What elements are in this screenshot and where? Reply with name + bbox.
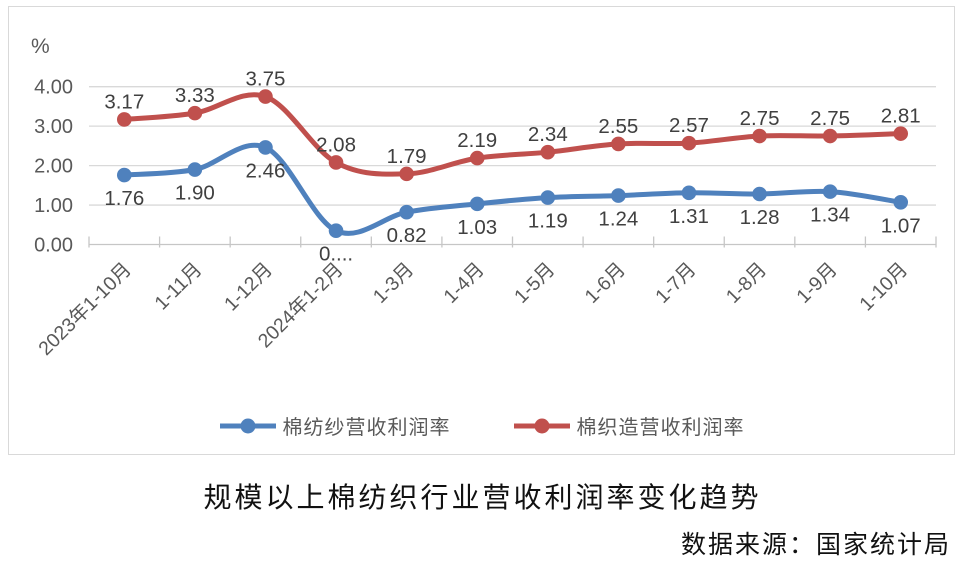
- data-point-label: 3.17: [104, 90, 144, 113]
- data-point-marker: [187, 162, 203, 177]
- x-axis-category-label: 1-11月: [150, 258, 206, 314]
- y-axis-tick-label: 3.00: [34, 116, 73, 138]
- data-point-marker: [258, 89, 273, 104]
- data-point-label: 1.79: [387, 145, 427, 168]
- data-point-marker: [116, 167, 132, 183]
- legend-swatch-blue-line-marker-icon: [219, 418, 276, 433]
- data-point-marker: [258, 140, 273, 155]
- data-point-marker: [116, 112, 132, 127]
- y-axis-unit-label: %: [31, 35, 50, 58]
- series-line-cotton-weaving: [121, 92, 904, 177]
- data-point-marker: [399, 166, 414, 182]
- data-point-label: 0.82: [387, 224, 427, 247]
- legend-label-cotton-weaving: 棉织造营收利润率: [576, 417, 745, 439]
- data-point-label: 2.75: [740, 107, 780, 130]
- data-point-label: 2.57: [669, 114, 709, 137]
- x-axis-category-label: 1-12月: [220, 258, 277, 315]
- x-axis-category-label: 1-6月: [581, 258, 630, 307]
- data-point-label: 2.46: [246, 159, 286, 182]
- legend-item-cotton-yarn: 棉纺纱营收利润率: [219, 411, 451, 440]
- data-point-label: 3.75: [246, 68, 286, 91]
- data-point-marker: [893, 194, 909, 210]
- x-axis-category-label: 2023年1-10月: [34, 258, 135, 359]
- data-point-label: 1.34: [810, 204, 850, 227]
- chart-frame: 0.00 1.00 2.00 3.00 4.00% 2023年1-10月 1-11月 1-12…: [8, 6, 955, 455]
- data-point-label: 2.08: [316, 133, 356, 156]
- chart-title: 规模以上棉纺织行业营收利润率变化趋势: [203, 483, 762, 514]
- data-point-marker: [893, 126, 909, 141]
- data-point-marker: [752, 128, 767, 144]
- data-point-label: 2.81: [881, 105, 921, 128]
- data-point-marker: [469, 196, 485, 212]
- y-axis-tick-label: 0.00: [34, 235, 73, 257]
- x-axis-category-label: 1-4月: [439, 258, 488, 307]
- data-point-label: 1.07: [881, 214, 921, 237]
- data-source-note: 数据来源：国家统计局: [680, 532, 951, 559]
- data-point-label: 1.90: [175, 182, 215, 205]
- data-point-marker: [822, 184, 838, 199]
- data-point-label: 1.19: [528, 210, 568, 233]
- data-point-label: 0....: [319, 243, 353, 266]
- x-axis-category-label: 1-9月: [792, 258, 841, 307]
- data-point-marker: [681, 185, 697, 201]
- data-point-marker: [469, 150, 485, 166]
- series-line-cotton-yarn: [121, 142, 904, 236]
- y-axis-tick-label: 1.00: [34, 195, 73, 217]
- y-axis-tick-label: 4.00: [34, 77, 73, 99]
- x-axis-category-label: 1-5月: [510, 258, 559, 307]
- data-point-label: 1.76: [104, 187, 144, 210]
- data-point-label: 1.28: [740, 206, 780, 229]
- data-point-label: 2.34: [528, 123, 568, 146]
- data-point-marker: [681, 135, 697, 151]
- data-point-label: 2.55: [598, 115, 638, 138]
- legend-label-cotton-yarn: 棉纺纱营收利润率: [282, 417, 451, 439]
- data-point-label: 1.03: [457, 216, 497, 239]
- data-point-label: 1.31: [669, 205, 709, 228]
- legend-item-cotton-weaving: 棉织造营收利润率: [513, 411, 745, 440]
- legend-swatch-red-line-marker-icon: [513, 418, 570, 433]
- chart-legend: 棉纺纱营收利润率 棉织造营收利润率: [9, 411, 954, 440]
- line-chart-plot: 0.00 1.00 2.00 3.00 4.00% 2023年1-10月 1-11月 1-12…: [31, 35, 937, 360]
- caption-area: 规模以上棉纺织行业营收利润率变化趋势 数据来源：国家统计局: [0, 462, 965, 561]
- data-point-marker: [752, 186, 767, 202]
- data-point-marker: [822, 128, 838, 144]
- data-point-marker: [187, 105, 203, 121]
- x-axis-category-label: 1-7月: [651, 258, 700, 307]
- data-point-label: 3.33: [175, 84, 215, 107]
- data-point-label: 2.75: [810, 107, 850, 130]
- x-axis-category-label: 1-3月: [369, 258, 418, 307]
- data-point-label: 2.19: [457, 129, 497, 152]
- data-point-marker: [540, 144, 556, 160]
- data-point-marker: [328, 155, 344, 170]
- data-point-label: 1.24: [598, 208, 638, 231]
- data-point-marker: [611, 188, 626, 203]
- data-point-marker: [540, 190, 556, 205]
- x-axis-category-label: 1-10月: [855, 258, 912, 315]
- data-point-marker: [611, 136, 626, 152]
- x-axis-category-label: 1-8月: [722, 258, 771, 307]
- y-axis-tick-label: 2.00: [34, 156, 73, 178]
- data-point-marker: [399, 204, 414, 220]
- data-point-marker: [328, 223, 344, 238]
